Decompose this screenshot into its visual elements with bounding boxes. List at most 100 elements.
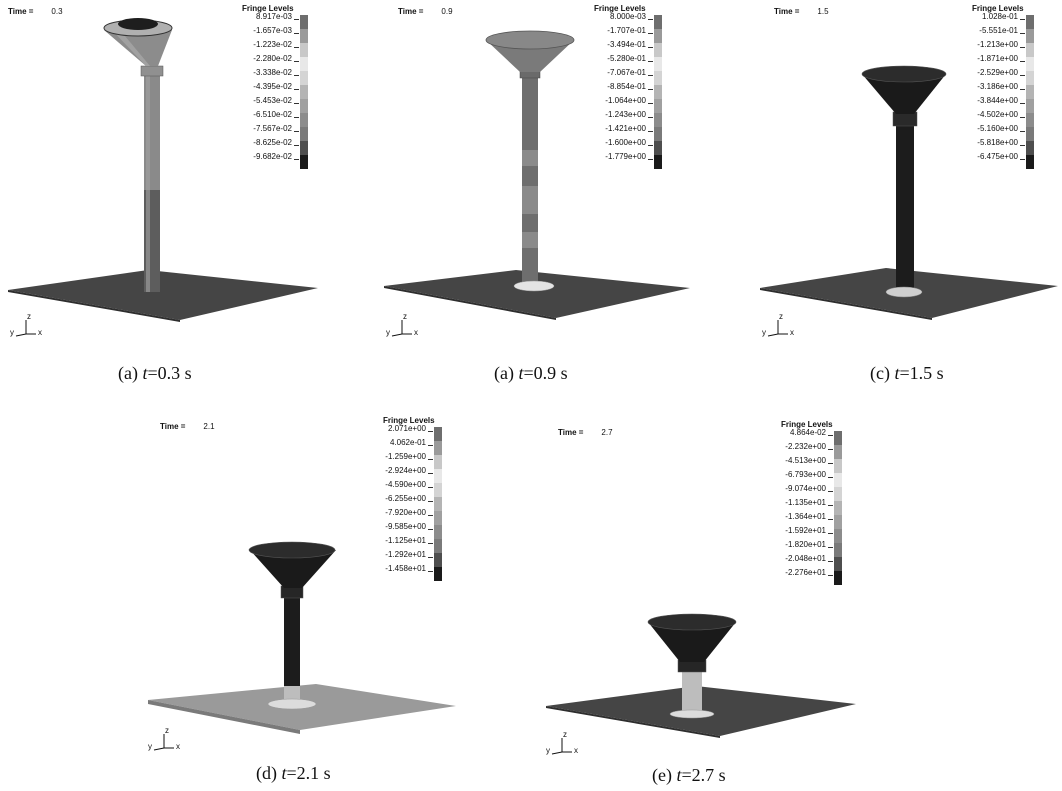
legend-swatch [834, 571, 842, 585]
legend-tick [294, 47, 299, 48]
legend-swatch [1026, 127, 1034, 141]
legend-swatch [834, 459, 842, 473]
simulation-render [546, 613, 856, 738]
caption: (c) t=1.5 s [870, 363, 944, 384]
time-readout: Time = 0.9 [398, 7, 453, 16]
legend-tick [428, 501, 433, 502]
legend-swatch [434, 497, 442, 511]
legend-tick [428, 431, 433, 432]
legend-level-label: -7.920e+00 [385, 508, 426, 517]
legend-swatch [654, 99, 662, 113]
legend-level-label: -6.255e+00 [385, 494, 426, 503]
time-label: Time = [558, 428, 584, 437]
legend-level-label: -9.074e+00 [785, 484, 826, 493]
fringe-legend: Fringe Levels 4.864e-02 -2.232e+00 -4.513e… [770, 420, 860, 600]
debris [513, 280, 555, 292]
legend-level-label: -1.259e+00 [385, 452, 426, 461]
legend-tick [294, 33, 299, 34]
legend-swatch [300, 15, 308, 29]
axis-triad: z y x [386, 312, 426, 340]
legend-tick [294, 61, 299, 62]
caption: (a) t=0.9 s [494, 363, 568, 384]
time-value: 2.1 [203, 422, 215, 431]
legend-level-label: -8.854e-01 [607, 82, 646, 91]
legend-swatch [434, 483, 442, 497]
legend-swatch [654, 85, 662, 99]
legend-tick [648, 89, 653, 90]
legend-swatch [434, 427, 442, 441]
legend-tick [294, 159, 299, 160]
legend-tick [1020, 61, 1025, 62]
caption: (a) t=0.3 s [118, 363, 192, 384]
legend-level-label: -5.818e+00 [977, 138, 1018, 147]
legend-tick [648, 145, 653, 146]
axis-z-label: z [563, 730, 567, 739]
legend-level-label: -2.048e+01 [785, 554, 826, 563]
legend-level-label: -7.567e-02 [253, 124, 292, 133]
simulation-render [384, 30, 690, 320]
legend-swatch [434, 567, 442, 581]
time-label: Time = [160, 422, 186, 431]
axis-y-label: y [10, 328, 14, 337]
axis-x-label: x [574, 746, 578, 755]
time-readout: Time = 2.7 [558, 428, 613, 437]
axis-x-label: x [38, 328, 42, 337]
legend-level-label: -1.064e+00 [605, 96, 646, 105]
column [284, 596, 300, 700]
legend-tick [294, 19, 299, 20]
legend-swatch [300, 57, 308, 71]
panel-t-0-9: Time = 0.9 Fringe Levels 8.000e-03 -1.707e… [376, 0, 706, 395]
time-value: 1.5 [817, 7, 829, 16]
legend-level-label: -5.551e-01 [979, 26, 1018, 35]
legend-swatch [654, 15, 662, 29]
axis-y-label: y [386, 328, 390, 337]
ground-plate [8, 270, 318, 320]
axis-triad: z y x [10, 312, 50, 340]
legend-swatch [434, 539, 442, 553]
legend-level-label: 4.062e-01 [389, 438, 426, 447]
column-collar [892, 111, 918, 127]
legend-level-label: -3.186e+00 [977, 82, 1018, 91]
caption-variable: t [894, 363, 900, 383]
panel-t-0-3: Time = 0.3 Fringe Levels 8.917e-03 -1.657e… [0, 0, 330, 395]
fringe-legend: Fringe Levels 2.071e+00 4.062e-01 -1.259e+… [370, 416, 460, 596]
legend-swatch [654, 29, 662, 43]
legend-swatch [1026, 57, 1034, 71]
funnel-top [485, 30, 575, 50]
legend-swatch [434, 553, 442, 567]
legend-swatch [300, 127, 308, 141]
legend-swatch [1026, 155, 1034, 169]
debris [669, 709, 715, 719]
caption-label: (a) [118, 363, 143, 383]
legend-title: Fringe Levels [383, 416, 435, 425]
axis-triad: z y x [148, 726, 188, 754]
legend-swatch [300, 99, 308, 113]
funnel [250, 550, 336, 588]
legend-tick [828, 575, 833, 576]
caption-variable: t [281, 763, 287, 783]
axis-z-label: z [779, 312, 783, 321]
legend-tick [828, 477, 833, 478]
ground-plate [384, 270, 690, 318]
legend-swatch [834, 431, 842, 445]
legend-title: Fringe Levels [242, 4, 294, 13]
axis-y-label: y [148, 742, 152, 751]
legend-title: Fringe Levels [972, 4, 1024, 13]
legend-swatch [434, 455, 442, 469]
legend-swatch [1026, 71, 1034, 85]
legend-tick [1020, 75, 1025, 76]
legend-swatch [434, 441, 442, 455]
time-label: Time = [774, 7, 800, 16]
column [522, 76, 538, 282]
legend-level-label: -1.779e+00 [605, 152, 646, 161]
legend-level-label: -2.924e+00 [385, 466, 426, 475]
legend-level-label: -1.592e+01 [785, 526, 826, 535]
time-readout: Time = 1.5 [774, 7, 829, 16]
legend-tick [294, 117, 299, 118]
legend-tick [1020, 47, 1025, 48]
legend-tick [648, 19, 653, 20]
axis-x-label: x [176, 742, 180, 751]
caption-label: (e) [652, 765, 677, 785]
legend-swatch [654, 113, 662, 127]
legend-tick [828, 491, 833, 492]
